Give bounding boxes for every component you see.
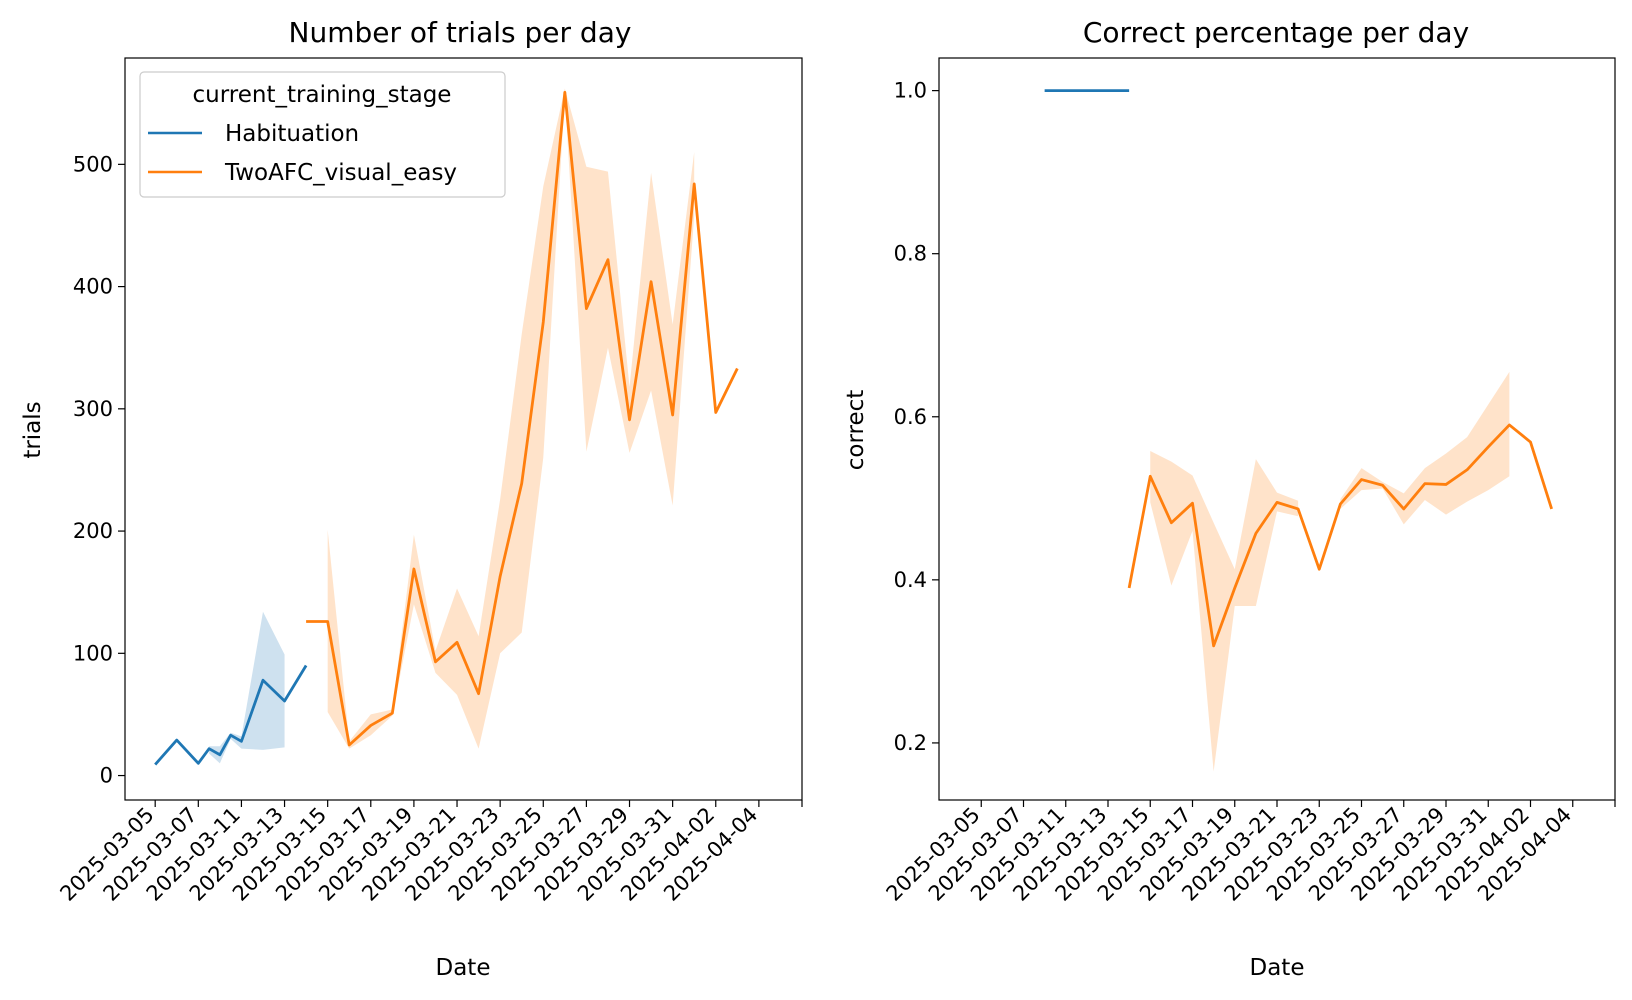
trials-y-axis-label: trials xyxy=(20,401,46,458)
trials-y-tick-label: 200 xyxy=(73,519,113,543)
correct-y-tick-label: 0.2 xyxy=(894,731,927,755)
correct-y-tick-label: 0.8 xyxy=(894,242,927,266)
correct-x-axis-label: Date xyxy=(1250,955,1305,981)
trials-chart-panel: Number of trials per day 0 100 200 300 400 50… xyxy=(20,16,803,981)
correct-chart-title: Correct percentage per day xyxy=(1083,16,1469,49)
correct-ci-band-twoafc-visual-easy xyxy=(1340,371,1510,525)
trials-y-tick-label: 400 xyxy=(73,275,113,299)
correct-line-twoafc-visual-easy xyxy=(1127,423,1553,648)
trials-y-tick-label: 100 xyxy=(73,641,113,665)
correct-y-tick-label: 0.6 xyxy=(894,405,927,429)
correct-ci-band-twoafc-visual-easy xyxy=(1150,451,1299,772)
trials-y-tick-label: 0 xyxy=(100,764,113,788)
legend: current_training_stage Habituation TwoAF… xyxy=(139,71,506,198)
trials-y-tick-label: 500 xyxy=(73,152,113,176)
correct-plot-area: 0.20.40.60.81.02025-03-052025-03-072025-… xyxy=(882,79,1616,906)
correct-chart-panel: Correct percentage per day 0.2 0.4 0.6 0.8 1… xyxy=(843,16,1616,981)
trials-y-tick-label: 300 xyxy=(73,397,113,421)
correct-y-tick-label: 0.4 xyxy=(894,568,927,592)
trials-line-twoafc-visual-easy xyxy=(306,90,739,747)
legend-label-habituation: Habituation xyxy=(225,121,359,147)
legend-box xyxy=(139,71,506,198)
trials-x-axis-label: Date xyxy=(436,955,491,981)
trials-plot-area: 01002003004005002025-03-052025-03-072025… xyxy=(55,88,803,906)
correct-axes-frame xyxy=(938,57,1616,801)
trials-ci-band-habituation xyxy=(209,611,285,764)
correct-y-tick-label: 1.0 xyxy=(894,79,927,103)
correct-y-axis-label: correct xyxy=(843,390,869,471)
trials-axes-frame xyxy=(124,57,803,801)
legend-title: current_training_stage xyxy=(193,82,452,108)
legend-label-twoafc: TwoAFC_visual_easy xyxy=(224,160,457,186)
trials-ci-band-twoafc-visual-easy xyxy=(327,88,695,749)
trials-chart-title: Number of trials per day xyxy=(289,16,632,49)
trials-line-habituation xyxy=(154,664,308,766)
